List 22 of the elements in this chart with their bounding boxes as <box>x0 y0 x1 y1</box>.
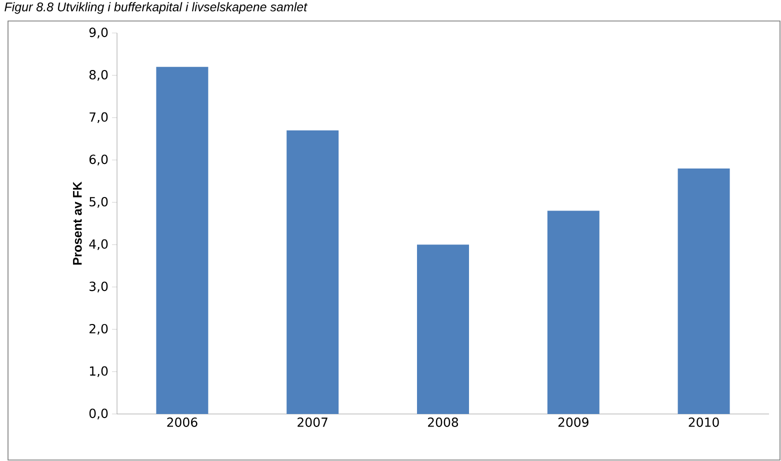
x-tick-label: 2007 <box>298 418 328 427</box>
bar <box>678 168 730 414</box>
bar <box>156 66 208 414</box>
x-tick-label: 2009 <box>558 418 588 427</box>
x-tick-label: 2008 <box>428 418 458 427</box>
y-tick-label: 3,0 <box>90 282 108 292</box>
chart-title: Figur 8.8 Utvikling i bufferkapital i livselskapene samlet <box>4 2 308 14</box>
x-tick-label: 2010 <box>688 418 719 427</box>
bar <box>286 130 339 414</box>
y-tick-label: 9,0 <box>89 28 108 38</box>
bar <box>417 244 470 414</box>
y-tick-label: 2,0 <box>90 324 108 335</box>
y-tick-label: 8,0 <box>89 70 108 81</box>
y-axis-title: Prosent av FK <box>73 182 82 265</box>
y-tick-label: 0,0 <box>89 408 108 420</box>
bar <box>547 210 600 414</box>
y-tick-label: 5,0 <box>90 196 108 208</box>
y-tick-label: 1,0 <box>90 366 108 378</box>
y-tick-label: 6,0 <box>89 154 108 166</box>
x-tick-label: 2006 <box>167 418 198 427</box>
y-tick-label: 4,0 <box>89 239 108 250</box>
y-tick-label: 7,0 <box>90 112 108 124</box>
